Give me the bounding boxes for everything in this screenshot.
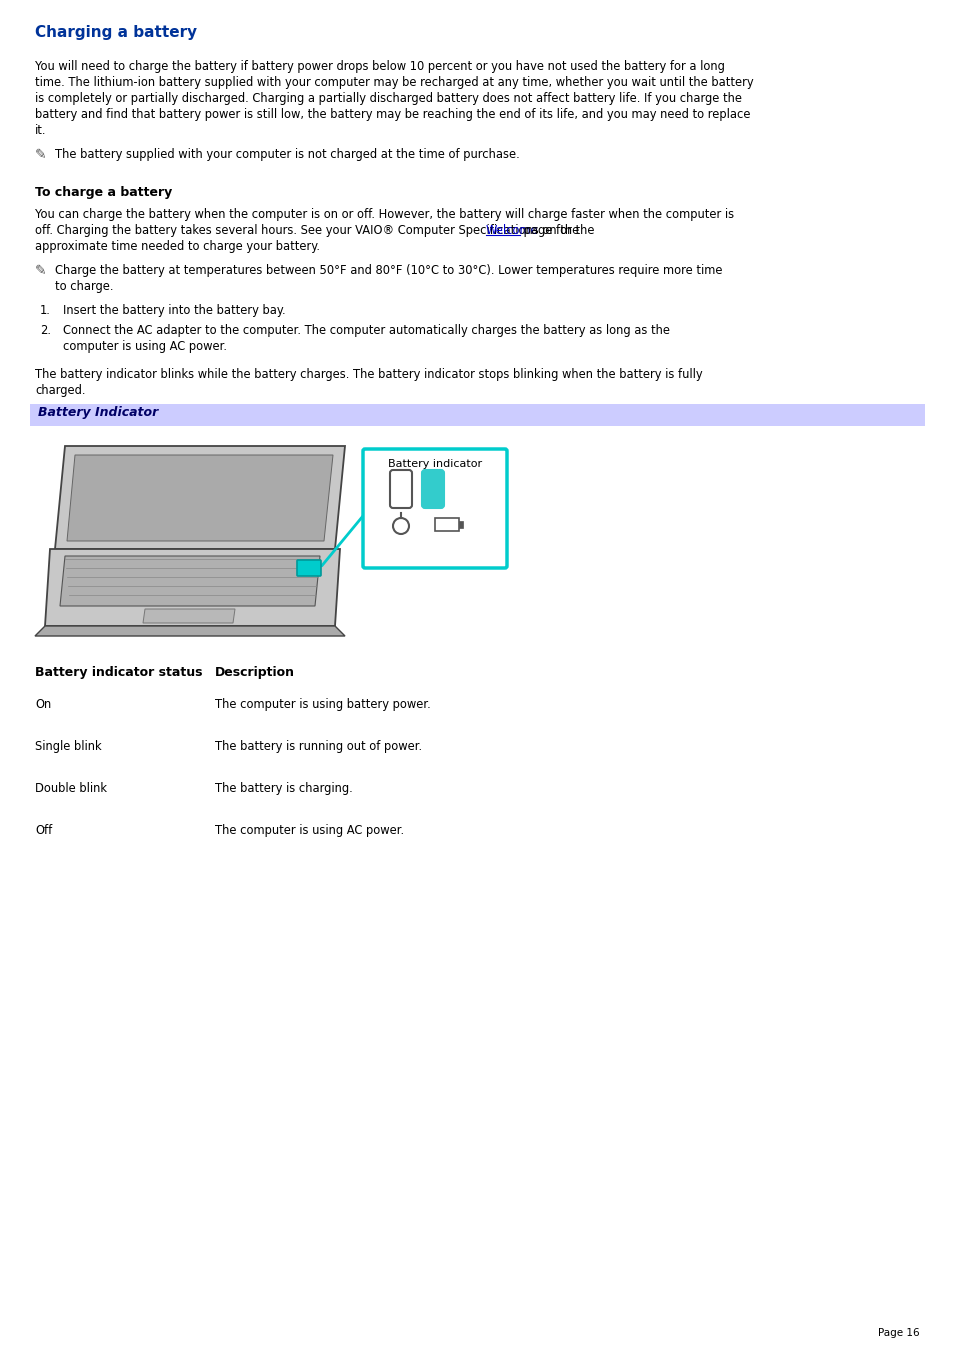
Text: On: On	[35, 698, 51, 711]
Text: Double blink: Double blink	[35, 782, 107, 794]
Bar	[435, 517, 458, 531]
FancyBboxPatch shape	[296, 561, 320, 576]
Text: Welcome: Welcome	[485, 224, 538, 236]
Text: Battery indicator: Battery indicator	[388, 459, 481, 469]
Polygon shape	[55, 446, 345, 549]
Text: You can charge the battery when the computer is on or off. However, the battery : You can charge the battery when the comp…	[35, 208, 734, 222]
Bar	[30, 404, 924, 426]
Text: ✎: ✎	[35, 263, 47, 278]
Text: Charging a battery: Charging a battery	[35, 26, 197, 41]
Text: page for the: page for the	[519, 224, 594, 236]
Text: The computer is using AC power.: The computer is using AC power.	[214, 824, 404, 838]
Text: The battery supplied with your computer is not charged at the time of purchase.: The battery supplied with your computer …	[55, 149, 519, 161]
Text: Off: Off	[35, 824, 52, 838]
Text: computer is using AC power.: computer is using AC power.	[63, 340, 227, 353]
Text: The battery indicator blinks while the battery charges. The battery indicator st: The battery indicator blinks while the b…	[35, 367, 702, 381]
Text: off. Charging the battery takes several hours. See your VAIO® Computer Specifica: off. Charging the battery takes several …	[35, 224, 582, 236]
Text: Insert the battery into the battery bay.: Insert the battery into the battery bay.	[63, 304, 285, 317]
Text: 1.: 1.	[40, 304, 51, 317]
Text: Charge the battery at temperatures between 50°F and 80°F (10°C to 30°C). Lower t: Charge the battery at temperatures betwe…	[55, 263, 721, 277]
Text: to charge.: to charge.	[55, 280, 113, 293]
Text: To charge a battery: To charge a battery	[35, 186, 172, 199]
Polygon shape	[45, 549, 339, 626]
Text: it.: it.	[35, 124, 47, 136]
Polygon shape	[143, 609, 234, 623]
Text: battery and find that battery power is still low, the battery may be reaching th: battery and find that battery power is s…	[35, 108, 750, 122]
Text: You will need to charge the battery if battery power drops below 10 percent or y: You will need to charge the battery if b…	[35, 59, 724, 73]
Text: Page 16: Page 16	[878, 1328, 919, 1337]
Text: Battery Indicator: Battery Indicator	[38, 407, 158, 419]
Text: 2.: 2.	[40, 324, 51, 336]
Text: is completely or partially discharged. Charging a partially discharged battery d: is completely or partially discharged. C…	[35, 92, 741, 105]
Text: Description: Description	[214, 666, 294, 680]
Polygon shape	[60, 557, 319, 607]
Bar	[458, 521, 462, 528]
Text: Single blink: Single blink	[35, 740, 102, 753]
Text: Connect the AC adapter to the computer. The computer automatically charges the b: Connect the AC adapter to the computer. …	[63, 324, 669, 336]
Polygon shape	[35, 626, 345, 636]
Text: Battery indicator status: Battery indicator status	[35, 666, 202, 680]
Text: The computer is using battery power.: The computer is using battery power.	[214, 698, 431, 711]
Text: time. The lithium-ion battery supplied with your computer may be recharged at an: time. The lithium-ion battery supplied w…	[35, 76, 753, 89]
FancyBboxPatch shape	[363, 449, 506, 567]
Polygon shape	[67, 455, 333, 540]
Text: approximate time needed to charge your battery.: approximate time needed to charge your b…	[35, 240, 319, 253]
FancyBboxPatch shape	[390, 470, 412, 508]
Text: ✎: ✎	[35, 149, 47, 162]
Text: The battery is charging.: The battery is charging.	[214, 782, 353, 794]
FancyBboxPatch shape	[421, 470, 443, 508]
Text: charged.: charged.	[35, 384, 86, 397]
Text: The battery is running out of power.: The battery is running out of power.	[214, 740, 421, 753]
